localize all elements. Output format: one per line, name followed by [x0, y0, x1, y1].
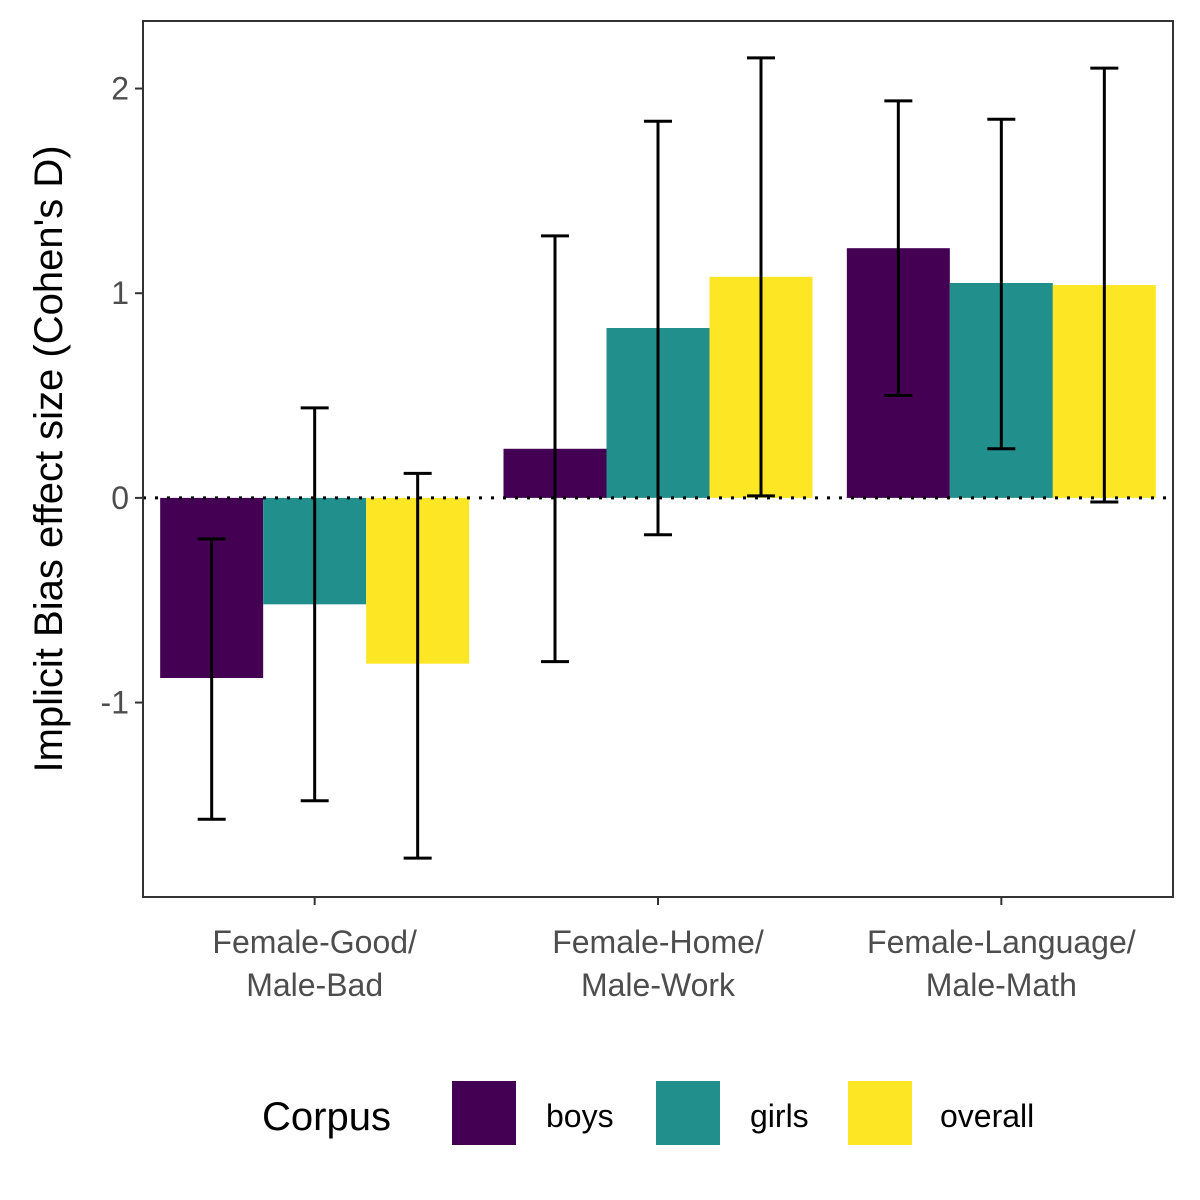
- errorbar-girls-2: [644, 119, 672, 537]
- y-axis-title: Implicit Bias effect size (Cohen's D): [27, 145, 71, 772]
- errorbar-overall-2: [747, 56, 775, 498]
- errorbar-boys-3: [884, 99, 913, 398]
- errorbar-overall-1: [403, 471, 432, 860]
- legend: Corpus boys girls overall: [262, 1081, 1034, 1145]
- errorbar-overall-3: [1090, 66, 1119, 504]
- y-tick-label: 0: [111, 480, 129, 516]
- legend-swatch-boys: [452, 1081, 516, 1145]
- x-tick-label: Female-Home/: [552, 924, 764, 960]
- y-tick-label: 2: [111, 71, 129, 107]
- legend-swatch-girls: [656, 1081, 720, 1145]
- legend-label-girls: girls: [750, 1098, 809, 1134]
- x-axis: Female-Good/Male-Bad Female-Home/Male-Wor…: [212, 897, 1136, 1003]
- y-tick-label: 1: [111, 275, 129, 311]
- x-tick-label: Female-Language/: [867, 924, 1136, 960]
- legend-title: Corpus: [262, 1095, 391, 1139]
- legend-label-overall: overall: [940, 1098, 1034, 1134]
- x-tick-label: Female-Good/: [212, 924, 417, 960]
- legend-swatch-overall: [848, 1081, 912, 1145]
- x-tick-label: Male-Bad: [246, 967, 383, 1003]
- errorbar-boys-2: [541, 234, 569, 664]
- x-tick-label: Male-Math: [926, 967, 1077, 1003]
- x-tick-label: Male-Work: [581, 967, 736, 1003]
- errorbar-girls-1: [300, 406, 329, 803]
- y-axis: -1 0 1 2: [101, 71, 143, 721]
- errorbars-layer: [197, 56, 1119, 860]
- legend-label-boys: boys: [546, 1098, 614, 1134]
- y-tick-label: -1: [101, 685, 129, 721]
- errorbar-boys-1: [197, 537, 226, 821]
- errorbar-girls-3: [987, 117, 1016, 451]
